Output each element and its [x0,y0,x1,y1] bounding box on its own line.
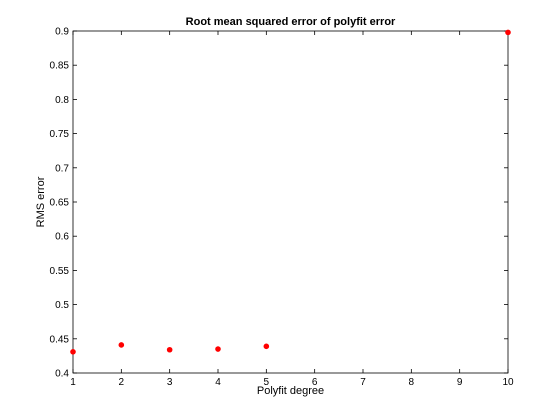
x-tick-label: 8 [409,377,415,388]
x-tick-label: 4 [215,377,221,388]
y-tick-label: 0.45 [50,334,70,345]
x-tick-label: 1 [70,377,76,388]
data-point [118,342,125,348]
y-tick-label: 0.55 [50,266,70,277]
y-tick-label: 0.5 [55,300,69,311]
x-tick-label: 10 [502,377,514,388]
data-point [505,29,511,36]
y-tick-label: 0.75 [50,129,70,140]
data-point [263,343,270,350]
y-axis-ticks: 0.4 0.45 0.5 0.55 0.6 0.65 0.7 0.75 0.8 0.85 0.9 [50,27,508,380]
x-tick-label: 3 [167,377,173,388]
data-point [70,348,76,355]
y-tick-label: 0.6 [55,232,69,243]
x-axis-label: Polyfit degree [257,385,324,397]
y-tick-label: 0.4 [55,369,69,380]
data-point [166,346,173,353]
data-point [215,346,221,352]
x-tick-label: 2 [119,377,125,388]
y-tick-label: 0.85 [50,61,70,72]
x-axis-ticks: 1 2 3 4 5 6 7 8 9 10 [70,31,514,388]
y-tick-label: 0.9 [55,27,69,38]
x-tick-label: 7 [360,377,366,388]
y-tick-label: 0.65 [50,198,70,209]
x-tick-label: 5 [264,377,270,388]
y-tick-label: 0.7 [55,163,69,174]
data-points [70,29,511,355]
x-tick-label: 9 [457,377,463,388]
plot-area [72,30,509,374]
x-tick-label: 6 [312,377,318,388]
y-axis-label: RMS error [35,176,47,227]
y-tick-label: 0.8 [55,95,69,106]
chart-title: Root mean squared error of polyfit error [186,16,396,28]
